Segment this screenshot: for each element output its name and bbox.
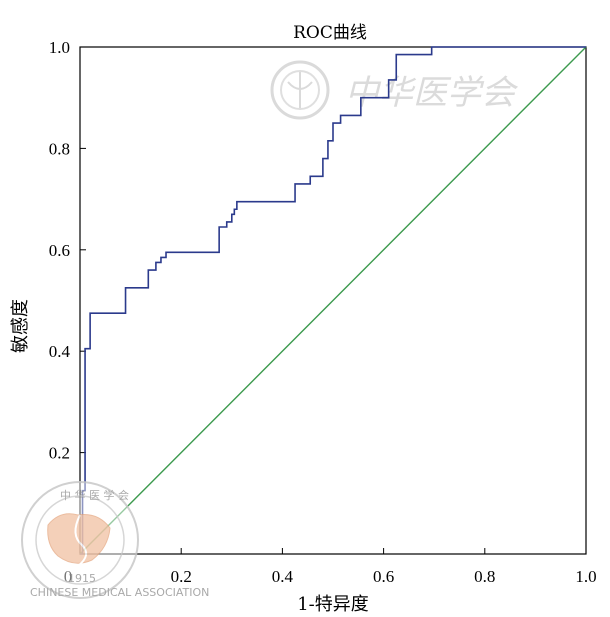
series-layer — [79, 46, 587, 555]
watermark-text: 中华医学会 — [345, 73, 519, 113]
y-tick-label: 1.0 — [49, 38, 70, 57]
y-tick-label: 0.8 — [49, 139, 70, 158]
watermark-seal: 中 华 医 学 会 1915 CHINESE MEDICAL ASSOCIATI… — [21, 481, 209, 599]
chart-title: ROC曲线 — [293, 23, 367, 43]
x-tick-label: 0 — [64, 567, 73, 586]
reference-diagonal-line — [79, 46, 587, 555]
seal-top-text: 中 华 医 学 会 — [60, 488, 129, 502]
y-tick-label: 0.6 — [49, 241, 70, 260]
axis-ticks — [79, 46, 587, 554]
x-tick-label: 1.0 — [575, 567, 596, 586]
tick-labels: 0 0.2 0.4 0.6 0.8 1.0 1.0 0.8 0.6 0.4 0.2 — [49, 38, 597, 586]
roc-curve-line — [80, 46, 586, 555]
seal-year: 1915 — [68, 572, 96, 585]
x-tick-label: 0.4 — [272, 567, 294, 586]
y-tick-label: 0.2 — [49, 444, 70, 463]
y-tick-label: 0.4 — [49, 342, 71, 361]
y-axis-title: 敏感度 — [10, 299, 31, 353]
watermark-logo: 中华医学会 — [270, 60, 519, 120]
x-axis-title: 1-特异度 — [297, 594, 369, 615]
x-tick-label: 0.2 — [171, 567, 192, 586]
seal-bottom-text: CHINESE MEDICAL ASSOCIATION — [30, 586, 209, 599]
x-tick-label: 0.6 — [373, 567, 394, 586]
x-tick-label: 0.8 — [474, 567, 495, 586]
plot-area — [79, 46, 587, 555]
